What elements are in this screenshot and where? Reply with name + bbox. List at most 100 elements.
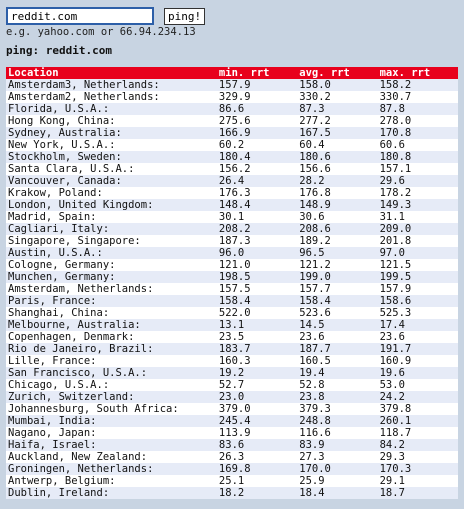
cell-location: Haifa, Israel: (6, 439, 217, 451)
cell-min-rrt: 26.4 (216, 175, 298, 187)
cell-min-rrt: 176.3 (216, 187, 298, 199)
cell-max-rrt: 29.6 (377, 175, 458, 187)
cell-avg-rrt: 167.5 (297, 127, 378, 139)
cell-max-rrt: 31.1 (377, 211, 458, 223)
cell-avg-rrt: 248.8 (297, 415, 378, 427)
table-row: Chicago, U.S.A.: 52.7 52.8 53.0 (6, 379, 458, 391)
cell-avg-rrt: 157.7 (297, 283, 378, 295)
table-row: Johannesburg, South Africa: 379.0 379.3 379… (6, 403, 458, 415)
cell-avg-rrt: 60.4 (297, 139, 378, 151)
cell-max-rrt: 157.9 (377, 283, 458, 295)
cell-max-rrt: 24.2 (377, 391, 458, 403)
cell-avg-rrt: 87.3 (297, 103, 378, 115)
cell-min-rrt: 26.3 (216, 451, 298, 463)
cell-location: Mumbai, India: (6, 415, 217, 427)
cell-min-rrt: 169.8 (216, 463, 298, 475)
cell-min-rrt: 52.7 (216, 379, 298, 391)
cell-min-rrt: 158.4 (216, 295, 298, 307)
table-row: Lille, France: 160.3 160.5 160.9 (6, 355, 458, 367)
cell-max-rrt: 53.0 (377, 379, 458, 391)
cell-max-rrt: 170.8 (377, 127, 458, 139)
cell-min-rrt: 157.9 (216, 79, 298, 91)
cell-min-rrt: 23.5 (216, 331, 298, 343)
table-row: Amsterdam3, Netherlands: 157.9 158.0 158.2 (6, 79, 458, 91)
cell-max-rrt: 19.6 (377, 367, 458, 379)
table-row: Madrid, Spain: 30.1 30.6 31.1 (6, 211, 458, 223)
cell-min-rrt: 96.0 (216, 247, 298, 259)
cell-avg-rrt: 28.2 (297, 175, 378, 187)
cell-min-rrt: 23.0 (216, 391, 298, 403)
cell-avg-rrt: 189.2 (297, 235, 378, 247)
cell-location: Chicago, U.S.A.: (6, 379, 217, 391)
cell-max-rrt: 121.5 (377, 259, 458, 271)
cell-avg-rrt: 176.8 (297, 187, 378, 199)
cell-location: Antwerp, Belgium: (6, 475, 217, 487)
table-row: Sydney, Australia: 166.9 167.5 170.8 (6, 127, 458, 139)
cell-location: Florida, U.S.A.: (6, 103, 217, 115)
cell-location: Dublin, Ireland: (6, 487, 217, 499)
cell-max-rrt: 379.8 (377, 403, 458, 415)
cell-location: Hong Kong, China: (6, 115, 217, 127)
cell-avg-rrt: 187.7 (297, 343, 378, 355)
cell-min-rrt: 166.9 (216, 127, 298, 139)
host-input[interactable] (6, 7, 154, 25)
cell-avg-rrt: 27.3 (297, 451, 378, 463)
table-body: Amsterdam3, Netherlands: 157.9 158.0 158.2 A… (6, 79, 458, 499)
ping-button[interactable]: ping! (164, 7, 206, 25)
table-row: Singapore, Singapore: 187.3 189.2 201.8 (6, 235, 458, 247)
table-row: Amsterdam2, Netherlands: 329.9 330.2 330.7 (6, 91, 458, 103)
cell-avg-rrt: 19.4 (297, 367, 378, 379)
cell-min-rrt: 13.1 (216, 319, 298, 331)
cell-location: Cagliari, Italy: (6, 223, 217, 235)
table-row: Melbourne, Australia: 13.1 14.5 17.4 (6, 319, 458, 331)
cell-location: Groningen, Netherlands: (6, 463, 217, 475)
cell-max-rrt: 29.1 (377, 475, 458, 487)
cell-max-rrt: 180.8 (377, 151, 458, 163)
cell-min-rrt: 113.9 (216, 427, 298, 439)
cell-avg-rrt: 18.4 (297, 487, 378, 499)
cell-location: Cologne, Germany: (6, 259, 217, 271)
cell-max-rrt: 18.7 (377, 487, 458, 499)
cell-avg-rrt: 277.2 (297, 115, 378, 127)
cell-max-rrt: 330.7 (377, 91, 458, 103)
cell-min-rrt: 19.2 (216, 367, 298, 379)
cell-min-rrt: 522.0 (216, 307, 298, 319)
table-row: Cagliari, Italy: 208.2 208.6 209.0 (6, 223, 458, 235)
table-row: Groningen, Netherlands: 169.8 170.0 170.3 (6, 463, 458, 475)
cell-max-rrt: 525.3 (377, 307, 458, 319)
cell-avg-rrt: 52.8 (297, 379, 378, 391)
cell-avg-rrt: 83.9 (297, 439, 378, 451)
table-row: Nagano, Japan: 113.9 116.6 118.7 (6, 427, 458, 439)
table-row: New York, U.S.A.: 60.2 60.4 60.6 (6, 139, 458, 151)
cell-min-rrt: 18.2 (216, 487, 298, 499)
table-row: Rio de Janeiro, Brazil: 183.7 187.7 191.7 (6, 343, 458, 355)
cell-location: Auckland, New Zealand: (6, 451, 217, 463)
cell-location: San Francisco, U.S.A.: (6, 367, 217, 379)
header-location: Location (6, 67, 217, 79)
table-row: Zurich, Switzerland: 23.0 23.8 24.2 (6, 391, 458, 403)
cell-avg-rrt: 208.6 (297, 223, 378, 235)
table-row: Shanghai, China: 522.0 523.6 525.3 (6, 307, 458, 319)
table-row: Vancouver, Canada: 26.4 28.2 29.6 (6, 175, 458, 187)
table-row: Auckland, New Zealand: 26.3 27.3 29.3 (6, 451, 458, 463)
cell-min-rrt: 198.5 (216, 271, 298, 283)
table-row: Santa Clara, U.S.A.: 156.2 156.6 157.1 (6, 163, 458, 175)
cell-location: Amsterdam, Netherlands: (6, 283, 217, 295)
cell-max-rrt: 157.1 (377, 163, 458, 175)
cell-min-rrt: 121.0 (216, 259, 298, 271)
table-row: Austin, U.S.A.: 96.0 96.5 97.0 (6, 247, 458, 259)
cell-avg-rrt: 23.6 (297, 331, 378, 343)
cell-avg-rrt: 14.5 (297, 319, 378, 331)
table-row: San Francisco, U.S.A.: 19.2 19.4 19.6 (6, 367, 458, 379)
table-row: Munchen, Germany: 198.5 199.0 199.5 (6, 271, 458, 283)
cell-max-rrt: 178.2 (377, 187, 458, 199)
cell-location: Shanghai, China: (6, 307, 217, 319)
cell-min-rrt: 245.4 (216, 415, 298, 427)
cell-avg-rrt: 170.0 (297, 463, 378, 475)
cell-min-rrt: 180.4 (216, 151, 298, 163)
cell-max-rrt: 87.8 (377, 103, 458, 115)
cell-location: Vancouver, Canada: (6, 175, 217, 187)
cell-max-rrt: 170.3 (377, 463, 458, 475)
cell-max-rrt: 17.4 (377, 319, 458, 331)
cell-avg-rrt: 121.2 (297, 259, 378, 271)
